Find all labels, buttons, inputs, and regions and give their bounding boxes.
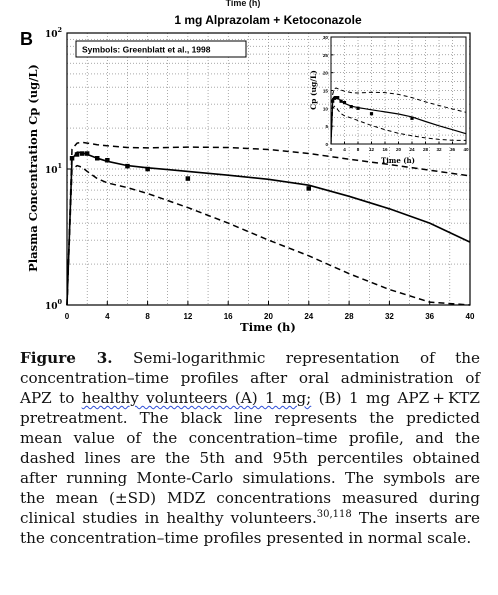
main-observed-point-8 <box>185 176 191 181</box>
main-plot-frame <box>66 32 471 306</box>
caption-references: 30,118 <box>316 508 352 520</box>
inset-xtick-label-8: 32 <box>436 147 442 152</box>
inset-observed-point-1 <box>332 96 336 100</box>
main-xtick-label-3: 12 <box>183 312 192 321</box>
inset-xtick-label-6: 24 <box>409 147 415 152</box>
inset-x-axis-label: Time (h) <box>381 156 415 165</box>
inset-observed-point-7 <box>356 106 360 110</box>
inset-ytick-label-4: 20 <box>323 71 329 76</box>
inset-observed-point-0 <box>331 99 335 103</box>
main-observed-point-4 <box>95 156 100 161</box>
main-xtick-label-0: 0 <box>65 312 70 321</box>
panel-label: B <box>20 29 33 49</box>
inset-line-p95 <box>330 87 467 145</box>
inset-observed-point-4 <box>339 99 343 103</box>
caption-label: Figure 3. <box>20 349 113 367</box>
inset-xtick-label-2: 8 <box>357 147 360 152</box>
caption-text-2: (B) 1 mg APZ + KTZ pretreatment. The bla… <box>20 389 480 527</box>
inset-xtick-label-7: 28 <box>423 147 429 152</box>
inset-chart: 0 4 8 12 16 20 24 28 32 36 40 0 5 10 15 20 25 30 Cp (ug/L… <box>309 34 469 165</box>
main-observed-point-7 <box>145 166 150 172</box>
main-xtick-label-1: 4 <box>105 312 110 321</box>
inset-ytick-label-3: 15 <box>323 89 329 94</box>
caption-text-3: The inserts are the concentration–time p… <box>20 509 480 547</box>
chart-title: 1 mg Alprazolam + Ketoconazole <box>174 13 362 27</box>
main-observed-point-1 <box>74 152 80 157</box>
inset-line-p5 <box>330 105 467 145</box>
y-axis-label: Plasma Concentration Cp (ug/L) <box>26 64 40 272</box>
header-fragment: Time (h) <box>226 0 261 8</box>
inset-xtick-label-5: 20 <box>396 147 402 152</box>
main-ytick-exponent-1: 1 <box>57 162 62 170</box>
inset-observed-point-5 <box>342 101 347 105</box>
inset-background <box>329 34 469 146</box>
inset-observed-point-3 <box>336 96 340 100</box>
caption-text-1: Semi-logarithmic representation of the c… <box>20 349 480 407</box>
inset-xtick-label-10: 40 <box>463 147 469 152</box>
legend-text: Symbols: Greenblatt et al., 1998 <box>82 45 211 55</box>
main-line-p5 <box>66 164 471 306</box>
inset-ytick-label-5: 25 <box>323 53 329 58</box>
inset-observed-points <box>331 96 414 120</box>
inset-ytick-label-1: 5 <box>325 124 328 129</box>
main-xtick-label-8: 32 <box>385 312 394 321</box>
inset-plot-frame <box>330 36 467 145</box>
main-ytick-exponent-0: 0 <box>57 298 62 306</box>
legend: Symbols: Greenblatt et al., 1998 <box>75 40 247 58</box>
main-observed-point-2 <box>79 151 85 156</box>
main-xtick-label-4: 16 <box>224 312 233 321</box>
main-xtick-label-10: 40 <box>466 312 475 321</box>
main-observed-point-9 <box>306 186 311 191</box>
inset-ytick-label-6: 30 <box>323 35 329 40</box>
inset-observed-point-9 <box>410 116 414 120</box>
x-axis-label: Time (h) <box>240 320 296 334</box>
inset-y-axis-label: Cp (ug/L) <box>309 70 318 110</box>
inset-observed-point-8 <box>369 112 374 116</box>
main-ytick-exponent-2: 2 <box>57 26 62 34</box>
figure-caption: Figure 3. Semi-logarithmic representatio… <box>20 348 480 548</box>
main-xtick-label-5: 20 <box>264 312 273 321</box>
inset-observed-point-6 <box>349 105 353 109</box>
main-observed-points <box>69 151 311 191</box>
main-observed-point-5 <box>105 158 110 163</box>
legend-box <box>75 40 247 58</box>
inset-xtick-label-4: 16 <box>382 147 388 152</box>
inset-xtick-label-1: 4 <box>343 147 346 152</box>
inset-ytick-label-0: 0 <box>325 142 328 147</box>
main-observed-point-3 <box>84 151 90 156</box>
main-xtick-label-7: 28 <box>345 312 354 321</box>
main-observed-point-0 <box>69 156 75 161</box>
inset-xtick-label-0: 0 <box>330 147 333 152</box>
main-xtick-label-2: 8 <box>145 312 150 321</box>
figure-panel-b: Time (h) B 1 mg Alprazolam + Ketoconazol… <box>20 0 475 334</box>
main-xtick-label-9: 36 <box>425 312 434 321</box>
main-observed-point-6 <box>125 163 130 169</box>
inset-ytick-label-2: 10 <box>323 106 329 111</box>
inset-xtick-label-9: 36 <box>450 147 456 152</box>
inset-xtick-label-3: 12 <box>369 147 375 152</box>
caption-underlined-text: healthy volunteers (A) 1 mg; <box>81 389 312 407</box>
main-xtick-label-6: 24 <box>304 312 313 321</box>
main-line-p95 <box>66 141 471 306</box>
